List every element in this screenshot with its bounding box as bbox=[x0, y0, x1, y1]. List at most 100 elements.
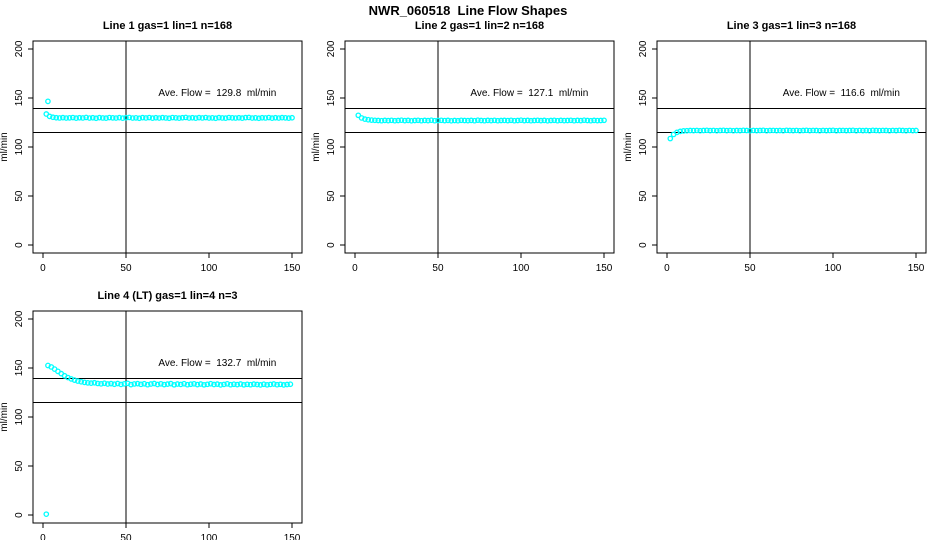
data-point bbox=[249, 115, 256, 121]
x-tick-label: 50 bbox=[432, 263, 444, 274]
data-point bbox=[730, 127, 737, 134]
y-tick-label: 0 bbox=[14, 512, 25, 518]
data-point bbox=[491, 117, 498, 124]
data-point bbox=[438, 117, 445, 124]
chart-svg: 0 50 100 150 0 50 100 150 200 ml/min Ave. Flow = 1… bbox=[623, 40, 927, 274]
data-point bbox=[504, 117, 511, 124]
data-point bbox=[71, 377, 78, 383]
data-point bbox=[79, 115, 86, 121]
subplot-line-3: Line 3 gas=1 lin=3 n=168 0 50 100 150 0 50 100… bbox=[623, 20, 927, 274]
data-point bbox=[471, 117, 478, 124]
data-point bbox=[385, 117, 392, 124]
subplot-title: Line 2 gas=1 lin=2 n=168 bbox=[414, 20, 545, 32]
data-point bbox=[873, 127, 880, 134]
data-point bbox=[451, 117, 458, 124]
data-point bbox=[458, 117, 465, 124]
data-point bbox=[856, 127, 863, 134]
data-point bbox=[534, 117, 541, 124]
data-point bbox=[259, 114, 265, 121]
x-tick-label: 50 bbox=[120, 263, 132, 274]
data-point bbox=[197, 381, 204, 387]
y-tick-label: 50 bbox=[638, 190, 649, 202]
data-point bbox=[793, 127, 800, 134]
data-point bbox=[913, 127, 919, 134]
data-point bbox=[74, 378, 81, 384]
data-point bbox=[211, 381, 217, 388]
ave-flow-annotation: Ave. Flow = 127.1 ml/min bbox=[470, 88, 588, 99]
data-point bbox=[518, 117, 524, 124]
data-point bbox=[46, 113, 53, 120]
data-point bbox=[162, 115, 169, 121]
x-tick-label: 0 bbox=[40, 533, 46, 540]
data-point bbox=[126, 114, 133, 121]
data-point bbox=[415, 117, 421, 124]
data-point bbox=[250, 381, 257, 387]
data-point bbox=[239, 115, 246, 121]
chart-svg: 0 50 100 150 0 50 100 150 200 ml/min Ave. Flow = 1… bbox=[0, 310, 303, 540]
data-point bbox=[255, 115, 262, 122]
data-point bbox=[216, 114, 222, 121]
data-point bbox=[720, 127, 727, 134]
chart-svg: 0 50 100 150 0 50 100 150 200 ml/min Ave. Flow = 1… bbox=[0, 40, 303, 274]
data-point bbox=[274, 381, 280, 388]
y-tick-label: 0 bbox=[14, 242, 25, 248]
data-point bbox=[713, 127, 720, 134]
data-point bbox=[68, 376, 75, 382]
data-point bbox=[217, 382, 224, 388]
data-point bbox=[398, 117, 405, 124]
data-point bbox=[421, 117, 428, 124]
data-point bbox=[554, 117, 561, 124]
data-point bbox=[118, 381, 124, 388]
data-point bbox=[108, 380, 114, 387]
data-point bbox=[494, 117, 501, 124]
data-point bbox=[182, 114, 189, 121]
data-point bbox=[521, 117, 528, 124]
data-point bbox=[790, 127, 797, 134]
data-point bbox=[833, 127, 840, 134]
data-point bbox=[184, 381, 191, 388]
data-point bbox=[362, 116, 368, 122]
data-point bbox=[237, 381, 244, 387]
data-point bbox=[830, 127, 836, 134]
data-point bbox=[221, 381, 227, 388]
data-point bbox=[723, 127, 730, 134]
data-point bbox=[171, 381, 177, 388]
data-point bbox=[172, 115, 179, 121]
data-point bbox=[91, 379, 98, 386]
data-point bbox=[717, 127, 723, 134]
data-point bbox=[247, 381, 254, 388]
data-point bbox=[365, 116, 372, 123]
data-point bbox=[488, 117, 494, 124]
data-point bbox=[138, 381, 144, 388]
x-tick-label: 0 bbox=[352, 263, 358, 274]
data-point bbox=[893, 127, 899, 134]
plot-box bbox=[32, 310, 303, 524]
data-point bbox=[60, 114, 66, 121]
data-point bbox=[262, 115, 269, 121]
data-point bbox=[204, 381, 211, 388]
data-point bbox=[88, 380, 94, 386]
data-point bbox=[391, 117, 398, 124]
data-point bbox=[468, 117, 475, 124]
data-point bbox=[382, 117, 388, 124]
plot-box bbox=[344, 40, 615, 254]
data-point bbox=[567, 117, 574, 124]
data-point bbox=[50, 114, 56, 121]
subplot-line-4: Line 4 (LT) gas=1 lin=4 n=3 0 50 100 150 0 50… bbox=[0, 290, 303, 540]
data-point bbox=[786, 127, 793, 134]
data-point bbox=[84, 379, 91, 386]
data-point bbox=[207, 380, 214, 387]
data-point bbox=[528, 117, 534, 124]
data-point bbox=[94, 380, 101, 387]
y-tick-label: 200 bbox=[326, 40, 337, 57]
data-point bbox=[591, 117, 597, 124]
data-point bbox=[697, 127, 704, 134]
data-point bbox=[136, 115, 143, 122]
data-point bbox=[246, 114, 252, 121]
data-point bbox=[148, 381, 154, 387]
data-point bbox=[241, 381, 247, 388]
data-point bbox=[99, 115, 106, 121]
y-tick-label: 150 bbox=[638, 89, 649, 106]
data-point bbox=[121, 380, 128, 387]
data-point bbox=[76, 114, 83, 121]
